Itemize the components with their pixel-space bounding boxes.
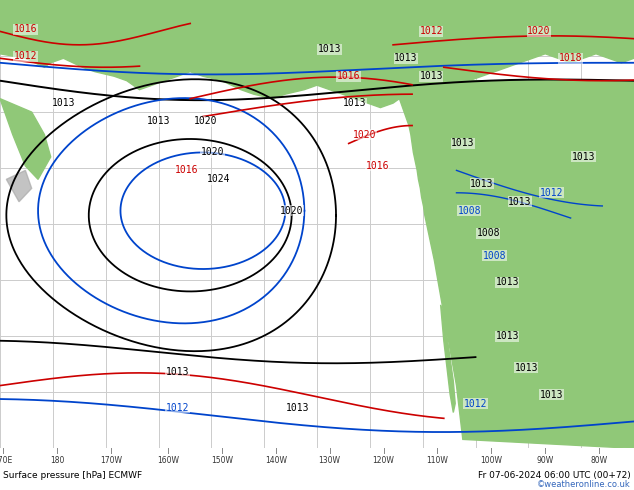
- Text: 1013: 1013: [419, 71, 443, 81]
- Text: 1012: 1012: [13, 51, 37, 61]
- Text: 1016: 1016: [13, 24, 37, 34]
- Text: 160W: 160W: [157, 456, 179, 465]
- Text: 150W: 150W: [211, 456, 233, 465]
- Text: 1013: 1013: [394, 53, 418, 63]
- Polygon shape: [393, 81, 634, 448]
- Text: 110W: 110W: [427, 456, 448, 465]
- Polygon shape: [0, 0, 634, 108]
- Text: 130W: 130W: [319, 456, 340, 465]
- Text: 1012: 1012: [419, 26, 443, 36]
- Text: 1016: 1016: [365, 161, 389, 171]
- Text: 1020: 1020: [527, 26, 551, 36]
- Text: 1013: 1013: [146, 116, 171, 126]
- Text: Fr 07-06-2024 06:00 UTC (00+72): Fr 07-06-2024 06:00 UTC (00+72): [478, 471, 631, 480]
- Text: 1013: 1013: [571, 152, 595, 162]
- Text: 1013: 1013: [540, 390, 564, 399]
- Text: 1008: 1008: [482, 250, 507, 261]
- Text: 1013: 1013: [318, 44, 342, 54]
- Text: 1013: 1013: [286, 403, 310, 413]
- Text: 1013: 1013: [51, 98, 75, 108]
- Text: 1012: 1012: [463, 398, 488, 409]
- Text: ©weatheronline.co.uk: ©weatheronline.co.uk: [537, 480, 631, 489]
- Text: Surface pressure [hPa] ECMWF: Surface pressure [hPa] ECMWF: [3, 471, 142, 480]
- Text: 90W: 90W: [536, 456, 554, 465]
- Text: 1008: 1008: [457, 206, 481, 216]
- Text: 1018: 1018: [559, 53, 583, 63]
- Text: 1008: 1008: [476, 228, 500, 238]
- Text: 1013: 1013: [495, 331, 519, 341]
- Text: 1024: 1024: [207, 174, 231, 184]
- Text: 1020: 1020: [353, 129, 377, 140]
- Text: 1013: 1013: [343, 98, 367, 108]
- Text: 1013: 1013: [165, 367, 190, 377]
- Text: 1013: 1013: [514, 363, 538, 373]
- Polygon shape: [6, 171, 32, 202]
- Text: 100W: 100W: [481, 456, 502, 465]
- Text: 1012: 1012: [165, 403, 190, 413]
- Text: 140W: 140W: [265, 456, 287, 465]
- Text: 1013: 1013: [470, 179, 494, 189]
- Text: 1012: 1012: [540, 188, 564, 198]
- Text: 1020: 1020: [280, 206, 304, 216]
- Text: 170W: 170W: [100, 456, 122, 465]
- Text: 1013: 1013: [451, 139, 475, 148]
- Text: 1016: 1016: [337, 71, 361, 81]
- Text: 170E: 170E: [0, 456, 13, 465]
- Polygon shape: [0, 98, 51, 179]
- Text: 1020: 1020: [194, 116, 218, 126]
- Text: 1016: 1016: [175, 165, 199, 175]
- Text: 120W: 120W: [373, 456, 394, 465]
- Text: 180: 180: [50, 456, 64, 465]
- Text: 1013: 1013: [495, 277, 519, 288]
- Text: 1020: 1020: [200, 147, 224, 157]
- Polygon shape: [441, 305, 455, 413]
- Text: 1013: 1013: [508, 197, 532, 207]
- Text: 80W: 80W: [590, 456, 608, 465]
